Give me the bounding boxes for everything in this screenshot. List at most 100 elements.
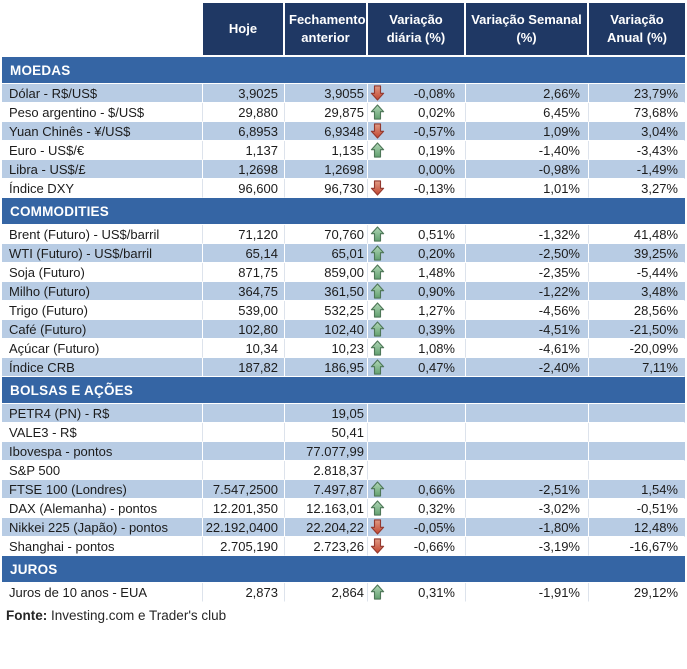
table-row: Yuan Chinês - ¥/US$ 6,8953 6,9348 -0,57% 1,0… — [2, 122, 685, 141]
variacao-diaria-cell: 0,47% — [368, 358, 466, 377]
hoje-cell: 364,75 — [203, 282, 285, 301]
hoje-cell: 871,75 — [203, 263, 285, 282]
variacao-diaria-cell: -0,13% — [368, 179, 466, 198]
variacao-anual-cell: 3,27% — [589, 179, 685, 198]
table-row: FTSE 100 (Londres) 7.547,2500 7.497,87 0,66… — [2, 480, 685, 499]
up-arrow-icon — [370, 245, 385, 262]
hoje-cell — [203, 423, 285, 442]
variacao-anual-cell: 12,48% — [589, 518, 685, 537]
variacao-semanal-cell: -1,80% — [466, 518, 589, 537]
variacao-diaria-cell: 0,20% — [368, 244, 466, 263]
variacao-semanal-cell: 1,09% — [466, 122, 589, 141]
column-header-variacao-semanal: Variação Semanal (%) — [466, 3, 589, 57]
hoje-cell: 22.192,0400 — [203, 518, 285, 537]
fechamento-cell: 1,135 — [285, 141, 368, 160]
variacao-semanal-cell: -1,91% — [466, 583, 589, 602]
asset-label-cell: WTI (Futuro) - US$/barril — [2, 244, 203, 263]
variacao-anual-cell — [589, 423, 685, 442]
variacao-semanal-cell: -1,40% — [466, 141, 589, 160]
table-row: Juros de 10 anos - EUA 2,873 2,864 0,31% -1,… — [2, 583, 685, 602]
variacao-anual-cell: -3,43% — [589, 141, 685, 160]
fechamento-cell: 50,41 — [285, 423, 368, 442]
fechamento-cell: 22.204,22 — [285, 518, 368, 537]
variacao-diaria-cell: -0,08% — [368, 84, 466, 103]
asset-label-cell: Euro - US$/€ — [2, 141, 203, 160]
source-note: Fonte: Investing.com e Trader's club — [6, 608, 685, 623]
variacao-diaria-cell — [368, 404, 466, 423]
variacao-diaria-cell: 1,48% — [368, 263, 466, 282]
variacao-semanal-cell: -1,32% — [466, 225, 589, 244]
fechamento-cell: 186,95 — [285, 358, 368, 377]
variacao-anual-cell: 39,25% — [589, 244, 685, 263]
variacao-semanal-cell: -2,51% — [466, 480, 589, 499]
fechamento-cell: 102,40 — [285, 320, 368, 339]
variacao-diaria-cell: -0,57% — [368, 122, 466, 141]
up-arrow-icon — [370, 283, 385, 300]
up-arrow-icon — [370, 264, 385, 281]
table-row: S&P 500 2.818,37 — [2, 461, 685, 480]
hoje-cell: 1,137 — [203, 141, 285, 160]
up-arrow-icon — [370, 302, 385, 319]
variacao-diaria-cell: 1,08% — [368, 339, 466, 358]
table-row: Libra - US$/£ 1,2698 1,2698 0,00% -0,98% -1,4… — [2, 160, 685, 179]
column-header-hoje: Hoje — [203, 3, 285, 57]
section-title: MOEDAS — [2, 57, 685, 84]
section-title: COMMODITIES — [2, 198, 685, 225]
asset-label-cell: Nikkei 225 (Japão) - pontos — [2, 518, 203, 537]
variacao-semanal-cell — [466, 423, 589, 442]
variacao-anual-cell: 3,48% — [589, 282, 685, 301]
variacao-diaria-cell: 0,00% — [368, 160, 466, 179]
asset-label-cell: FTSE 100 (Londres) — [2, 480, 203, 499]
hoje-cell: 7.547,2500 — [203, 480, 285, 499]
variacao-semanal-cell: -2,35% — [466, 263, 589, 282]
variacao-semanal-cell: -4,51% — [466, 320, 589, 339]
variacao-diaria-cell: 0,31% — [368, 583, 466, 602]
variacao-semanal-cell: 2,66% — [466, 84, 589, 103]
variacao-anual-cell: -20,09% — [589, 339, 685, 358]
up-arrow-icon — [370, 340, 385, 357]
market-table: Hoje Fechamento anterior Variação diária… — [2, 3, 685, 602]
asset-label-cell: Shanghai - pontos — [2, 537, 203, 556]
market-table-body: MOEDAS Dólar - R$/US$ 3,9025 3,9055 -0,08% 2,… — [2, 57, 685, 602]
column-header-variacao-diaria: Variação diária (%) — [368, 3, 466, 57]
up-arrow-icon — [370, 104, 385, 121]
up-arrow-icon — [370, 500, 385, 517]
down-arrow-icon — [370, 85, 385, 102]
variacao-semanal-cell: -4,61% — [466, 339, 589, 358]
variacao-diaria-cell — [368, 423, 466, 442]
table-row: Nikkei 225 (Japão) - pontos 22.192,0400 22… — [2, 518, 685, 537]
variacao-semanal-cell — [466, 404, 589, 423]
hoje-cell: 71,120 — [203, 225, 285, 244]
variacao-anual-cell: 1,54% — [589, 480, 685, 499]
fechamento-cell: 19,05 — [285, 404, 368, 423]
variacao-anual-cell — [589, 404, 685, 423]
table-row: Euro - US$/€ 1,137 1,135 0,19% -1,40% -3,43% — [2, 141, 685, 160]
up-arrow-icon — [370, 359, 385, 376]
variacao-anual-cell: -5,44% — [589, 263, 685, 282]
variacao-semanal-cell: -3,19% — [466, 537, 589, 556]
hoje-cell: 3,9025 — [203, 84, 285, 103]
variacao-semanal-cell: -2,50% — [466, 244, 589, 263]
fechamento-cell: 859,00 — [285, 263, 368, 282]
variacao-anual-cell — [589, 461, 685, 480]
variacao-anual-cell: -0,51% — [589, 499, 685, 518]
hoje-cell: 12.201,350 — [203, 499, 285, 518]
variacao-semanal-cell — [466, 442, 589, 461]
asset-label-cell: Libra - US$/£ — [2, 160, 203, 179]
fechamento-cell: 2.818,37 — [285, 461, 368, 480]
section-header: MOEDAS — [2, 57, 685, 84]
variacao-semanal-cell: 1,01% — [466, 179, 589, 198]
variacao-anual-cell: 28,56% — [589, 301, 685, 320]
up-arrow-icon — [370, 321, 385, 338]
fechamento-cell: 7.497,87 — [285, 480, 368, 499]
variacao-anual-cell: -1,49% — [589, 160, 685, 179]
section-header: COMMODITIES — [2, 198, 685, 225]
down-arrow-icon — [370, 519, 385, 536]
up-arrow-icon — [370, 142, 385, 159]
down-arrow-icon — [370, 538, 385, 555]
variacao-anual-cell — [589, 442, 685, 461]
table-row: Soja (Futuro) 871,75 859,00 1,48% -2,35% -5,4… — [2, 263, 685, 282]
fechamento-cell: 3,9055 — [285, 84, 368, 103]
table-row: Milho (Futuro) 364,75 361,50 0,90% -1,22% 3,4… — [2, 282, 685, 301]
variacao-semanal-cell: 6,45% — [466, 103, 589, 122]
